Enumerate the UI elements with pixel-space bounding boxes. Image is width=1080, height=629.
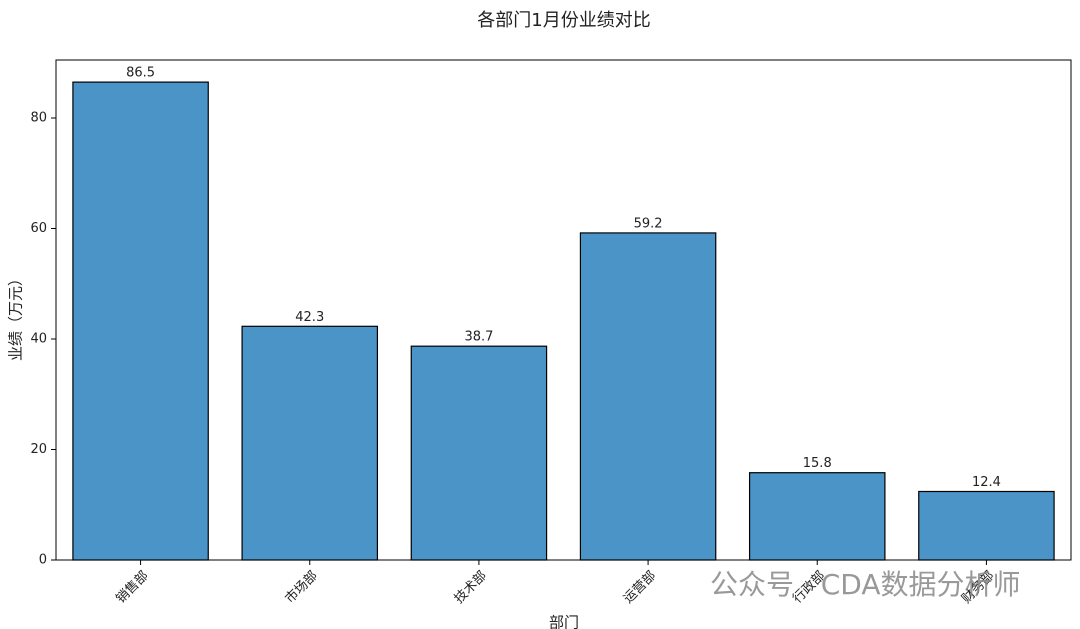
y-tick-label: 20 bbox=[30, 442, 47, 457]
data-label: 12.4 bbox=[972, 475, 1001, 490]
plot-frame bbox=[55, 59, 1072, 561]
data-label: 86.5 bbox=[126, 66, 155, 81]
data-label: 59.2 bbox=[634, 216, 663, 231]
bar bbox=[241, 325, 379, 561]
data-label: 42.3 bbox=[295, 310, 324, 325]
bar bbox=[748, 472, 886, 561]
bar bbox=[410, 345, 548, 561]
chart-title: 各部门1月份业绩对比 bbox=[477, 10, 650, 31]
y-tick-label: 40 bbox=[30, 332, 47, 347]
x-axis-label: 部门 bbox=[549, 614, 579, 629]
data-label: 15.8 bbox=[803, 456, 832, 471]
bar bbox=[579, 232, 717, 561]
bar bbox=[72, 81, 209, 561]
watermark: 公众号 · CDA数据分析师 bbox=[710, 568, 1020, 601]
y-axis-label: 业绩（万元） bbox=[7, 271, 25, 361]
y-tick-label: 0 bbox=[39, 553, 47, 568]
y-tick-label: 80 bbox=[30, 111, 47, 126]
data-label: 38.7 bbox=[464, 330, 493, 345]
y-tick-label: 60 bbox=[30, 221, 47, 236]
bar bbox=[918, 490, 1055, 561]
